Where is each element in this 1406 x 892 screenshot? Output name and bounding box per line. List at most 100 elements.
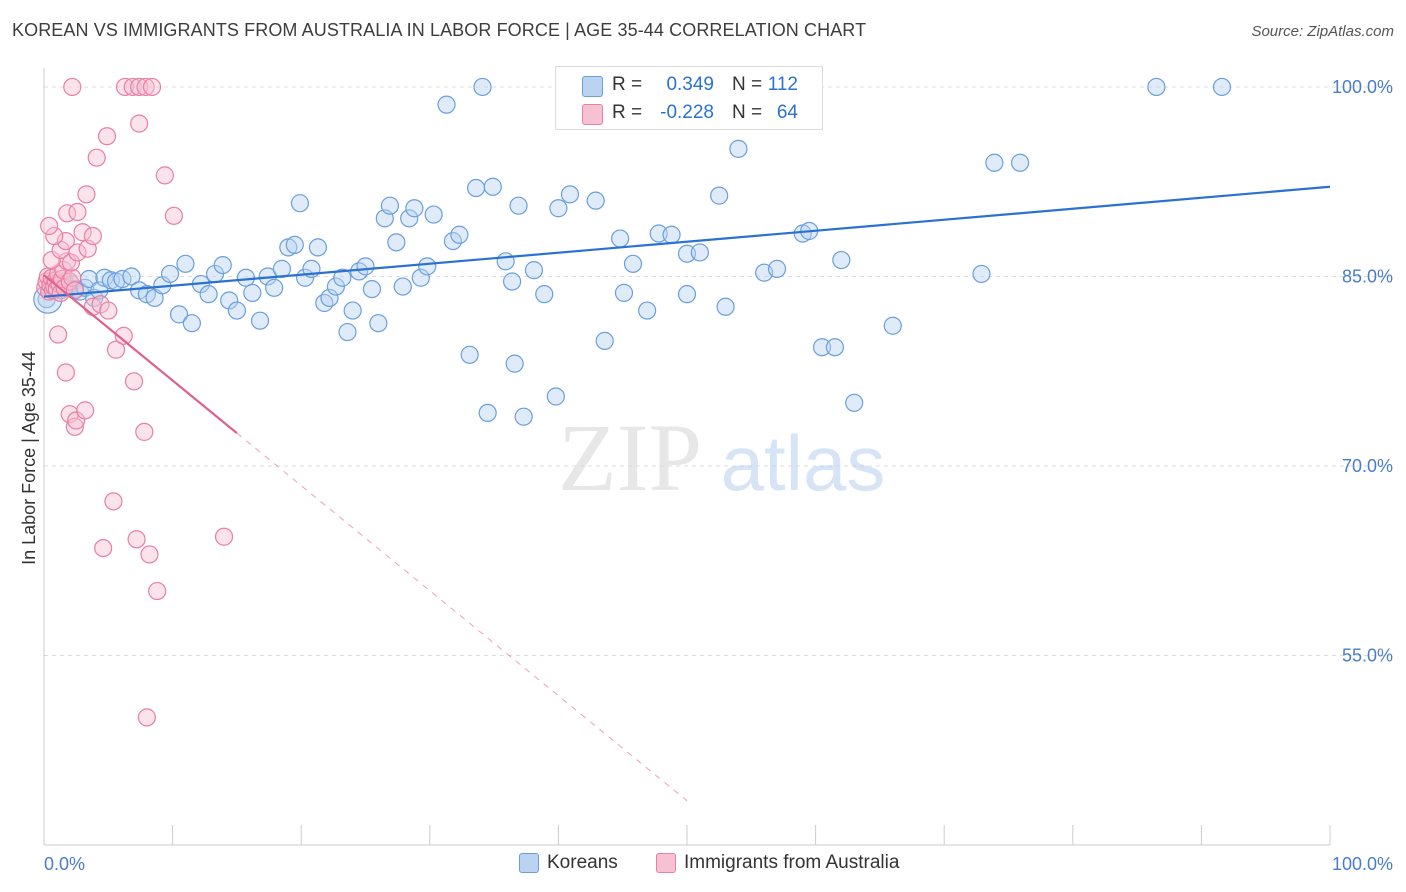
korean-point bbox=[1212, 77, 1232, 97]
korean-point bbox=[213, 255, 232, 275]
australia-point bbox=[56, 231, 75, 251]
korean-point bbox=[122, 267, 141, 286]
korean-point bbox=[400, 209, 419, 228]
australia-point bbox=[42, 250, 61, 270]
korean-point bbox=[825, 338, 844, 357]
korean-point bbox=[466, 178, 486, 198]
australia-point bbox=[87, 148, 106, 167]
stats-row-australia: R = -0.228 N = 64 bbox=[556, 100, 824, 128]
korean-point bbox=[290, 194, 310, 213]
korean-point bbox=[524, 261, 544, 280]
korean-point bbox=[285, 235, 304, 254]
legend-item-koreans[interactable]: Koreans bbox=[519, 852, 618, 874]
korean-point bbox=[265, 278, 284, 297]
australia-point bbox=[137, 708, 156, 727]
korean-point bbox=[460, 345, 479, 364]
australia-point bbox=[63, 77, 82, 97]
australia-point bbox=[40, 216, 59, 236]
australia-point bbox=[142, 77, 162, 97]
legend-label-koreans: Koreans bbox=[547, 852, 618, 873]
korean-point bbox=[418, 257, 437, 276]
trend-line-australia bbox=[43, 274, 238, 434]
korean-point bbox=[369, 314, 388, 333]
legend-item-australia[interactable]: Immigrants from Australia bbox=[656, 852, 899, 874]
australia-point bbox=[106, 340, 126, 359]
australia-point bbox=[140, 545, 159, 564]
korean-point bbox=[320, 288, 339, 308]
axes bbox=[43, 68, 1331, 846]
korean-point bbox=[546, 387, 565, 406]
r-value: -0.228 bbox=[660, 102, 714, 123]
trend-lines bbox=[43, 185, 1331, 802]
korean-point bbox=[250, 311, 270, 330]
australia-point bbox=[114, 326, 133, 345]
korean-point bbox=[677, 244, 697, 263]
korean-point bbox=[662, 225, 681, 244]
australia-point bbox=[164, 206, 183, 225]
korean-point bbox=[169, 305, 189, 324]
y-tick-label: 100.0% bbox=[1332, 77, 1393, 97]
korean-point bbox=[315, 293, 334, 313]
korean-point bbox=[338, 322, 357, 342]
korean-point bbox=[812, 338, 832, 357]
korean-point bbox=[845, 393, 864, 412]
australia-point bbox=[65, 417, 84, 436]
y-axis-label: In Labor Force | Age 35-44 bbox=[19, 351, 39, 565]
x-tick-label: 0.0% bbox=[44, 854, 85, 874]
source-label: Source: ZipAtlas.com bbox=[1251, 23, 1394, 40]
korean-point bbox=[483, 177, 502, 196]
korean-point bbox=[387, 233, 406, 252]
n-label: N = bbox=[732, 102, 763, 123]
korean-point bbox=[182, 314, 201, 333]
korean-point bbox=[405, 199, 424, 218]
australia-point bbox=[97, 127, 117, 146]
korean-point bbox=[586, 191, 605, 210]
korean-point bbox=[535, 285, 554, 304]
korean-point bbox=[505, 354, 524, 373]
stats-swatch-koreans bbox=[582, 76, 603, 97]
australia-point bbox=[214, 527, 234, 546]
australia-point bbox=[61, 253, 81, 272]
australia-point bbox=[49, 325, 68, 344]
korean-point bbox=[549, 199, 568, 218]
korean-point bbox=[972, 264, 991, 284]
korean-point bbox=[308, 238, 328, 257]
y-tick-label: 85.0% bbox=[1342, 266, 1393, 286]
korean-point bbox=[985, 153, 1004, 172]
series-koreans bbox=[33, 77, 1232, 426]
korean-point bbox=[729, 139, 748, 158]
korean-point bbox=[514, 407, 533, 426]
r-value: 0.349 bbox=[666, 74, 714, 95]
r-label: R = bbox=[612, 74, 643, 95]
korean-point bbox=[611, 229, 630, 248]
korean-point bbox=[690, 243, 709, 262]
korean-point bbox=[176, 254, 195, 273]
australia-point bbox=[99, 301, 118, 320]
bottom-legend: Koreans Immigrants from Australia bbox=[0, 852, 1406, 878]
australia-point bbox=[124, 372, 144, 391]
chart-title: KOREAN VS IMMIGRANTS FROM AUSTRALIA IN L… bbox=[12, 20, 867, 40]
korean-point bbox=[883, 316, 902, 335]
y-tick-label: 55.0% bbox=[1342, 645, 1393, 665]
australia-point bbox=[123, 77, 142, 97]
korean-point bbox=[199, 285, 218, 304]
trend-line-koreans bbox=[43, 185, 1331, 298]
korean-point bbox=[362, 279, 382, 299]
legend-swatch-koreans bbox=[519, 853, 539, 873]
korean-point bbox=[710, 186, 729, 205]
trend-line-australia-extension bbox=[236, 432, 688, 802]
korean-point bbox=[832, 250, 851, 270]
gridlines bbox=[44, 86, 1390, 656]
korean-point bbox=[236, 268, 256, 287]
korean-point bbox=[649, 224, 668, 243]
australia-point bbox=[155, 166, 174, 185]
korean-point bbox=[638, 301, 657, 320]
legend-label-australia: Immigrants from Australia bbox=[684, 852, 900, 873]
korean-point bbox=[424, 205, 443, 224]
australia-point bbox=[73, 223, 92, 242]
australia-point bbox=[77, 185, 96, 204]
korean-point bbox=[623, 254, 643, 273]
korean-point bbox=[478, 403, 497, 423]
australia-point bbox=[76, 401, 95, 420]
